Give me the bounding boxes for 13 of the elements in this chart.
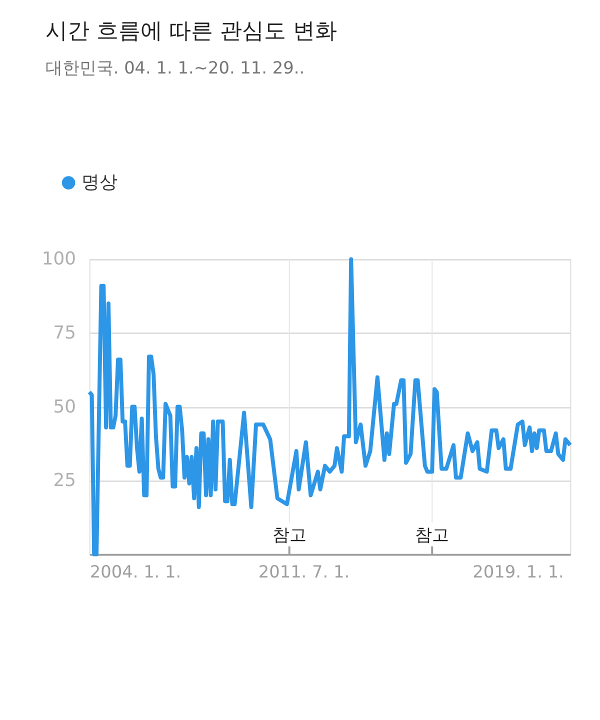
legend-label: 명상 [81, 172, 118, 193]
x-tick-label: 2019. 1. 1. [472, 562, 564, 582]
chart-subtitle: 대한민국. 04. 1. 1.~20. 11. 29.. [45, 58, 305, 78]
ref-line-label: 참고 [415, 524, 450, 544]
y-tick-label: 75 [53, 322, 76, 344]
x-tick-label: 2011. 7. 1. [258, 562, 350, 582]
x-tick-label: 2004. 1. 1. [90, 562, 182, 582]
y-tick-label: 50 [53, 396, 76, 418]
chart-title: 시간 흐름에 따른 관심도 변화 [45, 18, 338, 44]
y-tick-label: 100 [42, 248, 76, 270]
line-series [87, 257, 572, 556]
ref-line-label: 참고 [272, 524, 306, 544]
y-tick-label: 25 [53, 470, 76, 492]
